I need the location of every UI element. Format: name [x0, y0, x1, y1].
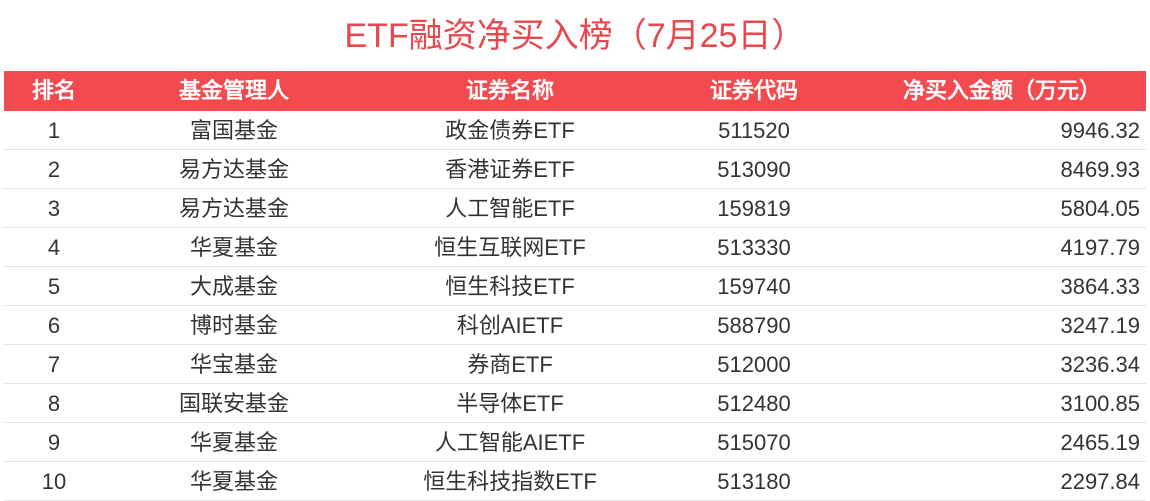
table-cell: 3236.34	[1060, 352, 1140, 377]
table-cell: 券商ETF	[467, 352, 553, 377]
table-cell: 5	[47, 274, 61, 299]
header-cell: 证券名称	[465, 78, 554, 103]
table-cell: 3864.33	[1060, 274, 1140, 299]
table-cell: 富国基金	[189, 118, 278, 143]
table-cell: 4197.79	[1060, 235, 1140, 260]
table-cell: 513090	[717, 157, 791, 182]
table-row: 5 大成基金 恒生科技ETF 159740 3864.33	[4, 267, 1146, 306]
table-cell: 1	[47, 118, 61, 143]
table-cell: 512000	[717, 352, 791, 377]
header-cell: 证券代码	[709, 78, 798, 103]
table-cell: 159740	[717, 274, 791, 299]
header-cell: 净买入金额（万元）	[902, 78, 1101, 103]
table-cell: 恒生科技指数ETF	[423, 469, 597, 494]
header-cell: 排名	[31, 78, 76, 103]
table-cell: 2297.84	[1060, 469, 1140, 494]
table-cell: 科创AIETF	[456, 313, 564, 338]
table-row: 9 华夏基金 人工智能AIETF 515070 2465.19	[4, 423, 1146, 462]
table-row: 7 华宝基金 券商ETF 512000 3236.34	[4, 345, 1146, 384]
header-row: 排名 基金管理人 证券名称 证券代码 净买入金额（万元）	[4, 71, 1146, 111]
table-cell: 511520	[718, 118, 790, 143]
table-cell: 3247.19	[1060, 313, 1140, 338]
table-row: 3 易方达基金 人工智能ETF 159819 5804.05	[4, 189, 1146, 228]
table-cell: 华夏基金	[189, 430, 278, 455]
table-cell: 易方达基金	[178, 196, 289, 221]
table-row: 8 国联安基金 半导体ETF 512480 3100.85	[4, 384, 1146, 423]
table-cell: 2465.19	[1060, 430, 1140, 455]
header-cell: 基金管理人	[178, 78, 289, 103]
table-row: 6 博时基金 科创AIETF 588790 3247.19	[4, 306, 1146, 345]
table-cell: 513180	[717, 469, 791, 494]
table-cell: 6	[47, 313, 61, 338]
table-cell: 政金债券ETF	[445, 118, 575, 143]
table-cell: 国联安基金	[178, 391, 289, 416]
table-cell: 2	[47, 157, 61, 182]
table-cell: 恒生科技ETF	[445, 274, 575, 299]
table-cell: 512480	[717, 391, 791, 416]
table-cell: 人工智能AIETF	[434, 430, 586, 455]
table-cell: 9946.32	[1060, 118, 1140, 143]
title: ETF融资净买入榜（7月25日）	[344, 17, 806, 55]
table: 排名 基金管理人 证券名称 证券代码 净买入金额（万元） 1 富国基金 政金债券ETF 5115…	[4, 71, 1146, 501]
table-cell: 恒生互联网ETF	[434, 235, 586, 260]
table-cell: 香港证券ETF	[445, 157, 575, 182]
table-cell: 7	[47, 352, 61, 377]
table-cell: 10	[41, 469, 67, 494]
table-row: 10 华夏基金 恒生科技指数ETF 513180 2297.84	[4, 462, 1146, 501]
table-cell: 515070	[717, 430, 791, 455]
table-cell: 半导体ETF	[456, 391, 564, 416]
table-row: 1 富国基金 政金债券ETF 511520 9946.32	[4, 111, 1146, 150]
table-cell: 513330	[717, 235, 791, 260]
table-cell: 3	[47, 196, 61, 221]
table-cell: 8469.93	[1060, 157, 1140, 182]
table-cell: 9	[47, 430, 61, 455]
table-cell: 159819	[717, 196, 791, 221]
table-cell: 3100.85	[1060, 391, 1140, 416]
table-row: 2 易方达基金 香港证券ETF 513090 8469.93	[4, 150, 1146, 189]
table-row: 4 华夏基金 恒生互联网ETF 513330 4197.79	[4, 228, 1146, 267]
table-cell: 易方达基金	[178, 157, 289, 182]
table-cell: 5804.05	[1060, 196, 1140, 221]
table-cell: 华夏基金	[189, 235, 278, 260]
table-cell: 华夏基金	[189, 469, 278, 494]
table-cell: 大成基金	[189, 274, 278, 299]
table-cell: 人工智能ETF	[445, 196, 575, 221]
table-cell: 博时基金	[189, 313, 278, 338]
table-cell: 8	[47, 391, 61, 416]
table-cell: 588790	[717, 313, 791, 338]
table-cell: 华宝基金	[189, 352, 278, 377]
table-cell: 4	[47, 235, 61, 260]
